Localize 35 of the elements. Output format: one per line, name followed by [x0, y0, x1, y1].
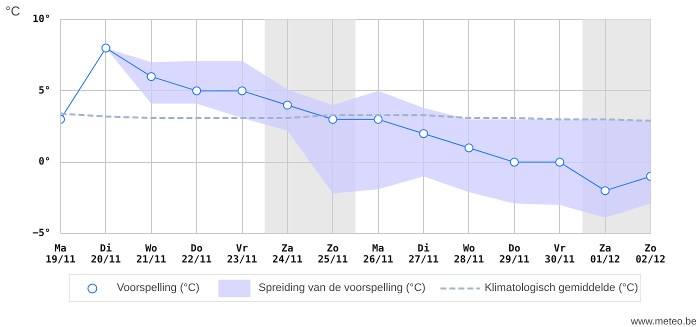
y-tick-label: 10°: [32, 14, 50, 25]
x-tick-label: Di 20/11: [90, 242, 121, 266]
x-tick-label: Ma 26/11: [363, 244, 394, 266]
x-tick-label: Di 27/11: [408, 242, 439, 266]
point: [600, 186, 610, 196]
y-tick-label: −5°: [32, 228, 50, 239]
point: [282, 100, 292, 110]
x-tick-label: Vr 23/11: [226, 244, 258, 266]
text: www.meteo.be: [630, 316, 697, 327]
y-axis-title: °C: [6, 4, 20, 18]
point: [146, 72, 156, 82]
x-tick-label: Za 01/12: [590, 244, 620, 266]
point: [464, 143, 474, 152]
y-tick-label: 0°: [38, 156, 51, 168]
point: [328, 114, 338, 124]
point: [192, 86, 202, 96]
x-tick-label: Do 22/11: [182, 244, 212, 266]
x-tick-label: Ma 19/11: [45, 244, 76, 266]
x-tick-label: Wo 21/11: [136, 244, 166, 266]
legend-label: Voorspelling (°C): [116, 281, 200, 295]
x-tick-label: Wo 28/11: [454, 244, 484, 266]
point: [510, 158, 519, 167]
x-tick-label: Zo 02/12: [635, 244, 666, 266]
x-tick-label: Zo 25/11: [318, 244, 348, 266]
point: [374, 114, 383, 124]
legend-label: Klimatologisch gemiddelde (°C): [484, 281, 638, 295]
x-tick-label: Za 24/11: [272, 244, 302, 266]
legend-label: Spreiding van de voorspelling (°C): [258, 281, 426, 295]
point: [101, 44, 110, 53]
x-tick-label: Vr 30/11: [544, 244, 575, 266]
point: [238, 86, 247, 96]
y-tick-label: 5°: [38, 85, 51, 96]
point: [555, 158, 564, 167]
point: [419, 129, 428, 138]
x-tick-label: Do 29/11: [499, 244, 530, 266]
